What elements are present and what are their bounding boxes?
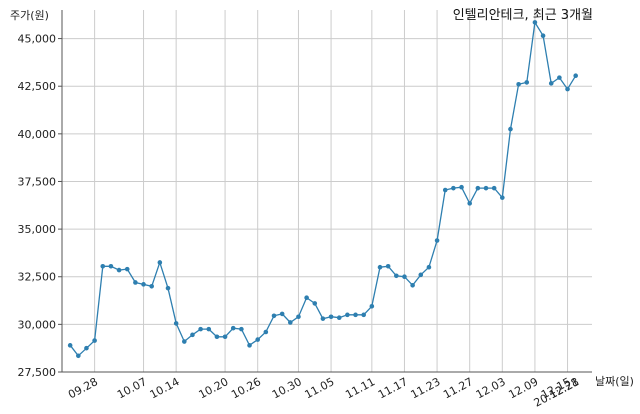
y-tick-label: 42,500 [18,80,57,93]
x-tick-label: 10.26 [229,375,263,401]
price-point [108,263,114,269]
price-point [345,312,350,318]
grid-layer [62,10,592,373]
price-point [255,337,260,342]
price-point [124,266,130,272]
series-layer [67,20,578,359]
x-tick-label: 11.05 [303,375,337,401]
y-tick-label: 37,500 [18,175,57,188]
price-point [100,263,106,269]
price-point [279,311,285,317]
x-tick-label: 10.20 [197,375,231,401]
x-tick-label: 11.23 [409,375,443,401]
price-point [483,185,489,191]
price-point [157,260,163,265]
x-tick-label: 11.17 [376,375,410,401]
price-point [304,295,309,300]
price-point [500,195,505,200]
price-point [369,303,375,309]
price-point [385,263,391,269]
y-tick-label: 35,000 [18,223,57,236]
price-point [394,273,399,279]
price-point [557,75,562,80]
y-tick-label: 45,000 [18,33,57,46]
price-series-line [69,20,577,357]
price-point [214,334,220,340]
price-point [353,312,358,318]
axis-layer: 27,500 30,000 32,500 35,000 37,500 40,000 42,5… [18,10,592,410]
price-point [190,332,195,338]
price-point [467,201,472,206]
x-axis-label: 날짜(일) [595,374,634,388]
price-point [222,334,228,340]
price-point [263,329,269,335]
price-point [271,313,277,319]
price-point [116,267,122,273]
price-point [198,326,203,332]
y-tick-label: 27,500 [18,366,57,379]
price-point [540,33,546,39]
price-point [532,20,538,25]
price-point [149,283,154,289]
price-point [288,320,293,325]
price-point [67,343,73,348]
price-point [206,326,212,332]
price-point [442,187,448,193]
x-tick-label: 09.28 [66,375,100,401]
price-point [336,315,342,321]
price-point [418,272,424,278]
y-tick-label: 30,000 [18,318,57,331]
price-point [573,73,578,79]
y-tick-label: 32,500 [18,271,57,284]
price-point [92,338,97,343]
x-tick-label: 11.27 [441,375,475,401]
price-point [475,185,481,191]
y-tick-label: 40,000 [18,128,57,141]
price-point [426,264,432,270]
price-point [524,80,530,85]
price-point [230,325,236,331]
x-tick-label: 10.07 [115,375,149,401]
price-point [320,316,326,321]
price-point [173,321,179,326]
chart-title: 인텔리안테크, 최근 3개월 [453,8,593,23]
y-axis-label: 주가(원) [10,9,49,22]
price-point [182,339,187,344]
price-point [565,86,570,92]
price-point [548,81,554,86]
price-point [451,185,456,191]
price-point [141,282,146,287]
x-tick-label: 12.03 [474,375,508,401]
price-point [239,326,244,332]
price-point [516,82,521,87]
price-point [312,301,318,306]
x-tick-label: 10.30 [270,375,304,401]
price-point [491,185,497,191]
price-point [508,126,513,132]
price-point [361,312,366,318]
price-point [459,184,464,190]
price-point [133,280,138,285]
price-point [402,274,407,280]
price-point [377,264,383,270]
x-tick-label: 10.14 [148,375,182,401]
x-tick-label: 11.11 [343,375,377,401]
price-point [434,238,440,243]
price-point [296,314,301,320]
price-point [410,283,415,288]
price-point [165,285,171,291]
price-point [328,314,334,320]
price-point [76,353,81,359]
price-point [247,343,252,348]
price-point [84,345,89,351]
